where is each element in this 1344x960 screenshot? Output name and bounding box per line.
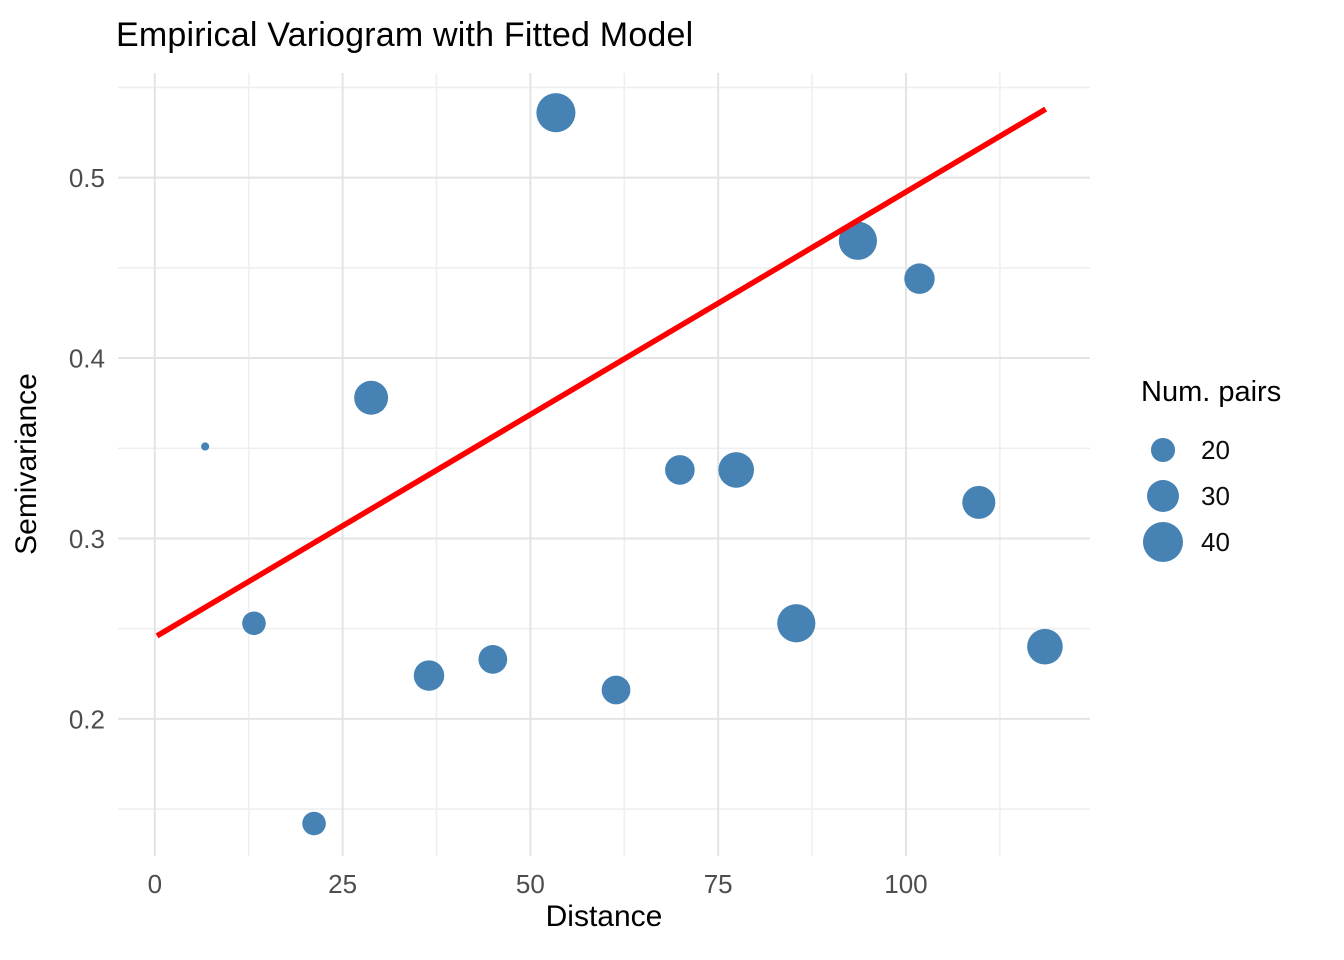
y-tick-label: 0.5 [69,163,105,193]
data-point [354,380,389,415]
data-point [242,611,266,636]
x-tick-label: 75 [704,869,733,899]
data-point [302,811,326,836]
legend-entry: 30 [1141,473,1331,519]
legend-entries: 20 30 40 [1141,427,1331,565]
data-point [665,455,695,485]
data-point [478,644,508,674]
data-point [601,675,631,705]
legend-label: 20 [1201,434,1230,465]
legend-key [1141,521,1185,563]
x-tick-label: 100 [884,869,927,899]
x-tick-label: 0 [148,869,162,899]
x-axis-title: Distance [545,900,663,933]
legend: Num. pairs 20 30 40 [1141,376,1331,565]
data-point [904,263,935,294]
x-tick-label: 25 [328,869,357,899]
fitted-model-line [155,106,1048,639]
y-tick-label: 0.3 [69,524,105,554]
data-point [718,452,755,488]
data-point [962,485,996,519]
data-point [1027,628,1063,665]
legend-title: Num. pairs [1141,376,1282,408]
legend-key [1141,438,1185,462]
legend-entry: 40 [1141,519,1331,565]
data-point [201,442,210,451]
y-axis-title: Semivariance [10,373,43,555]
data-point [536,93,576,133]
legend-label: 30 [1201,480,1230,511]
x-tick-label: 50 [516,869,545,899]
legend-size-dot-icon [1142,521,1184,563]
legend-size-dot-icon [1146,479,1180,513]
legend-size-dot-icon [1151,438,1175,462]
data-point [777,604,816,643]
legend-key [1141,479,1185,513]
data-point [413,660,445,691]
legend-entry: 20 [1141,427,1331,473]
y-tick-label: 0.4 [69,344,105,374]
data-point [838,221,878,260]
chart-title: Empirical Variogram with Fitted Model [116,16,694,54]
y-tick-label: 0.2 [69,704,105,734]
legend-label: 40 [1201,526,1230,557]
